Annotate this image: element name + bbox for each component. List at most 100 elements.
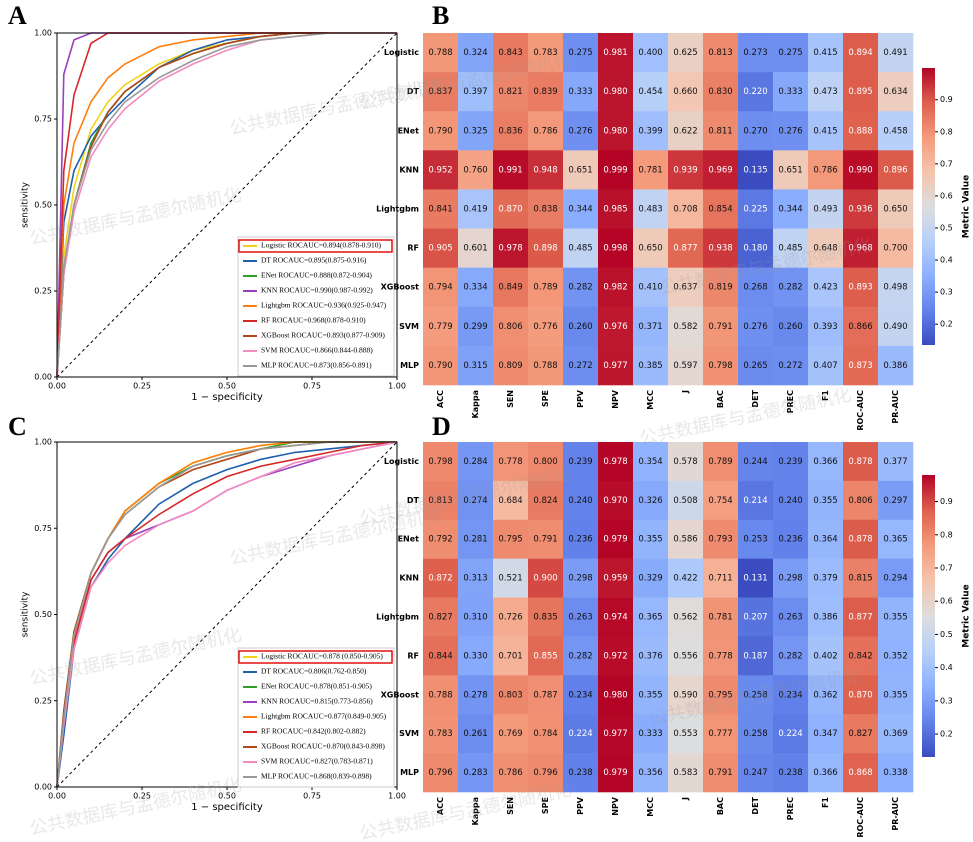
column-label: SEN [506, 797, 515, 815]
heat-cell [843, 480, 879, 521]
row-label: DT [407, 496, 420, 505]
heat-cell [808, 345, 844, 386]
cell-label: 0.508 [673, 496, 697, 506]
cell-label: 0.276 [743, 322, 767, 332]
heat-cell [703, 442, 739, 482]
heat-cell [808, 675, 844, 715]
heat-cell [598, 753, 634, 793]
heat-cell [458, 753, 494, 793]
column-label: F1 [821, 797, 830, 808]
heat-cell [528, 675, 564, 715]
cell-label: 0.333 [568, 87, 592, 97]
row-label: Lightgbm [376, 205, 419, 214]
heat-cell [633, 306, 669, 347]
cell-label: 0.872 [428, 574, 452, 584]
heat-cell [458, 519, 494, 559]
cell-label: 0.948 [533, 165, 557, 175]
column-label: NPV [611, 796, 620, 816]
heat-cell [843, 597, 879, 637]
cell-label: 0.490 [883, 322, 907, 332]
colorbar-tick-label: 0.8 [940, 530, 953, 539]
cell-label: 0.355 [813, 496, 837, 506]
heat-cell [633, 519, 669, 559]
heat-cell [493, 636, 529, 676]
heat-cell [633, 72, 669, 112]
panel-label: A [8, 1, 27, 30]
heat-cell [563, 753, 599, 793]
cell-label: 0.792 [428, 535, 452, 545]
cell-label: 0.779 [428, 322, 452, 332]
cell-label: 0.651 [568, 165, 592, 175]
heat-cell [668, 267, 704, 308]
cell-label: 0.354 [638, 457, 662, 467]
x-tick-label: 0.50 [218, 792, 236, 801]
cell-label: 0.601 [463, 244, 487, 254]
heat-cell [493, 519, 529, 559]
cell-label: 0.386 [883, 361, 907, 371]
y-tick-label: 0.75 [34, 115, 52, 124]
cell-label: 0.854 [708, 205, 732, 215]
column-label: SPE [541, 390, 550, 407]
cell-label: 0.344 [568, 205, 592, 215]
heat-cell [843, 189, 879, 229]
heat-cell [423, 714, 459, 754]
column-label: DET [751, 389, 760, 407]
heat-cell [738, 753, 774, 793]
cell-label: 0.849 [498, 283, 522, 293]
cell-label: 0.684 [498, 496, 522, 506]
cell-label: 0.978 [498, 244, 522, 254]
heat-cell [458, 189, 494, 229]
heat-cell [493, 558, 529, 598]
heat-cell [843, 519, 879, 559]
heat-cell [738, 558, 774, 598]
legend-label: XGBoost ROCAUC=0.870(0.843-0.898) [261, 742, 385, 751]
heat-cell [528, 72, 564, 112]
cell-label: 0.769 [498, 729, 522, 739]
cell-label: 0.276 [778, 126, 802, 136]
cell-label: 0.234 [568, 690, 592, 700]
heat-cell [808, 189, 844, 229]
legend-label: MLP ROCAUC=0.873(0.856-0.891) [261, 361, 372, 370]
row-label: RF [407, 651, 419, 660]
cell-label: 0.783 [533, 48, 557, 58]
cell-label: 0.578 [673, 457, 697, 467]
cell-label: 0.815 [848, 574, 872, 584]
cell-label: 0.298 [778, 574, 802, 584]
cell-label: 0.410 [638, 283, 662, 293]
y-tick-label: 0.25 [34, 696, 52, 705]
cell-label: 0.362 [813, 690, 837, 700]
cell-label: 0.180 [743, 244, 767, 254]
cell-label: 0.458 [883, 126, 907, 136]
column-label: DET [751, 796, 760, 814]
legend-label: RF ROCAUC=0.968(0.878-0.910) [261, 316, 366, 325]
heat-cell [843, 33, 879, 73]
cell-label: 0.379 [813, 574, 837, 584]
column-label: J [681, 390, 690, 394]
heat-cell [528, 442, 564, 482]
cell-label: 0.781 [708, 613, 732, 623]
heat-cell [878, 714, 914, 754]
cell-label: 0.258 [743, 729, 767, 739]
cell-label: 0.365 [883, 535, 907, 545]
heat-cell [738, 597, 774, 637]
cell-label: 0.239 [568, 457, 592, 467]
cell-label: 0.377 [883, 457, 907, 467]
cell-label: 0.365 [638, 613, 662, 623]
cell-label: 0.701 [498, 651, 522, 661]
cell-label: 0.325 [463, 126, 487, 136]
heat-cell [633, 228, 669, 268]
heat-cell [843, 345, 879, 386]
heat-cell [563, 306, 599, 347]
cell-label: 0.562 [673, 613, 697, 623]
heat-cell [738, 111, 774, 151]
cell-label: 0.795 [498, 535, 522, 545]
cell-label: 0.214 [743, 496, 767, 506]
heat-cell [878, 597, 914, 637]
cell-label: 0.791 [708, 322, 732, 332]
y-tick-label: 0.50 [34, 610, 52, 619]
cell-label: 0.838 [533, 205, 557, 215]
cell-label: 0.583 [673, 768, 697, 778]
cell-label: 0.813 [708, 48, 732, 58]
x-tick-label: 0.00 [48, 382, 66, 391]
legend-highlight [238, 239, 393, 253]
